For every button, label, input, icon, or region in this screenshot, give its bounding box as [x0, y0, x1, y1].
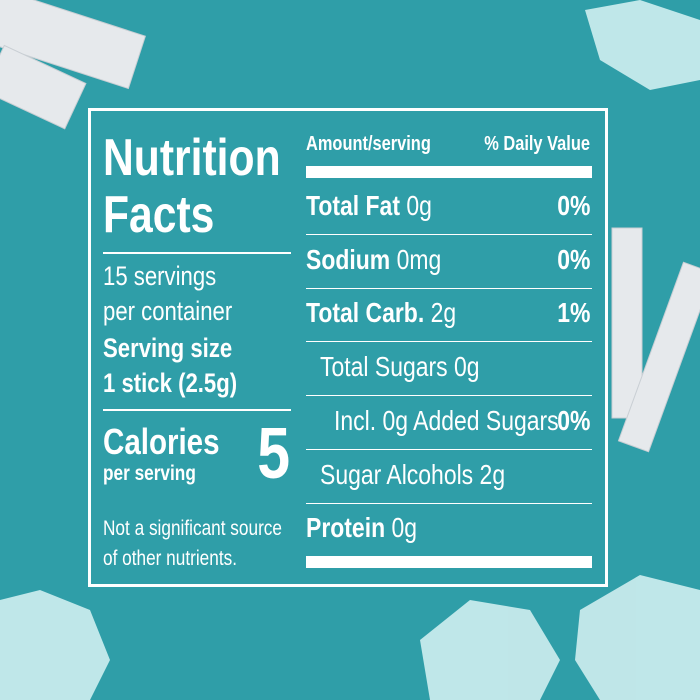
t: Sodium 0mg — [306, 243, 442, 275]
divider — [306, 287, 592, 289]
servings: per container — [103, 296, 233, 326]
title-line: Nutrition — [103, 129, 281, 187]
divider — [103, 409, 291, 411]
serving-size-label: Serving size — [103, 333, 233, 363]
divider — [306, 395, 592, 397]
daily-value: 1% — [556, 297, 590, 329]
note: of other nutrients. — [103, 547, 238, 570]
divider — [306, 502, 592, 504]
amount-header: Amount/serving — [306, 133, 431, 155]
servings: 15 servings — [103, 261, 217, 291]
daily-value: 0% — [556, 404, 590, 436]
divider — [306, 448, 592, 450]
t: Total Fat 0g — [306, 192, 432, 220]
nutrient-name: Incl. 0g Added Sugars — [334, 404, 559, 436]
serving-size: 1 stick (2.5g) — [103, 368, 238, 398]
note: Not a significant source — [103, 517, 282, 540]
nutrient-name: Total Fat — [306, 190, 400, 221]
divider — [306, 341, 592, 343]
nutrient-name: Protein — [306, 512, 386, 544]
calories-value: 5 — [257, 414, 290, 494]
nutrient-name: Total Sugars — [320, 351, 448, 383]
t: Incl. 0g Added Sugars — [334, 404, 559, 436]
nutrient-name: Total Carb. — [306, 297, 425, 329]
t: Sugar Alcohols 2g — [320, 458, 506, 490]
nutrition-label — [88, 108, 608, 587]
nutrient-amount: 0g — [406, 190, 432, 221]
nutrient-amount: 2g — [479, 458, 506, 490]
nutrient-name: Sodium — [306, 243, 391, 275]
t: Total Sugars 0g — [320, 353, 480, 381]
t: Protein 0g — [306, 514, 417, 542]
t: Total Carb. 2g — [306, 299, 456, 327]
divider — [103, 252, 291, 254]
divider — [306, 234, 592, 235]
nutrient-amount: 0g — [391, 512, 418, 544]
nutrient-name: Sugar Alcohols — [320, 458, 474, 490]
calories-sublabel: per serving — [103, 462, 196, 485]
thick-bar — [306, 556, 592, 568]
nutrient-amount: 0mg — [396, 243, 442, 275]
nutrient-amount: 2g — [430, 297, 457, 329]
daily-value: 0% — [556, 190, 590, 221]
nutrient-amount: 0g — [454, 351, 480, 383]
thick-bar — [306, 166, 592, 178]
dv-header: % Daily Value — [484, 133, 590, 155]
daily-value: 0% — [556, 243, 590, 275]
title-line: Facts — [103, 186, 215, 244]
calories-label: Calories — [103, 421, 220, 462]
